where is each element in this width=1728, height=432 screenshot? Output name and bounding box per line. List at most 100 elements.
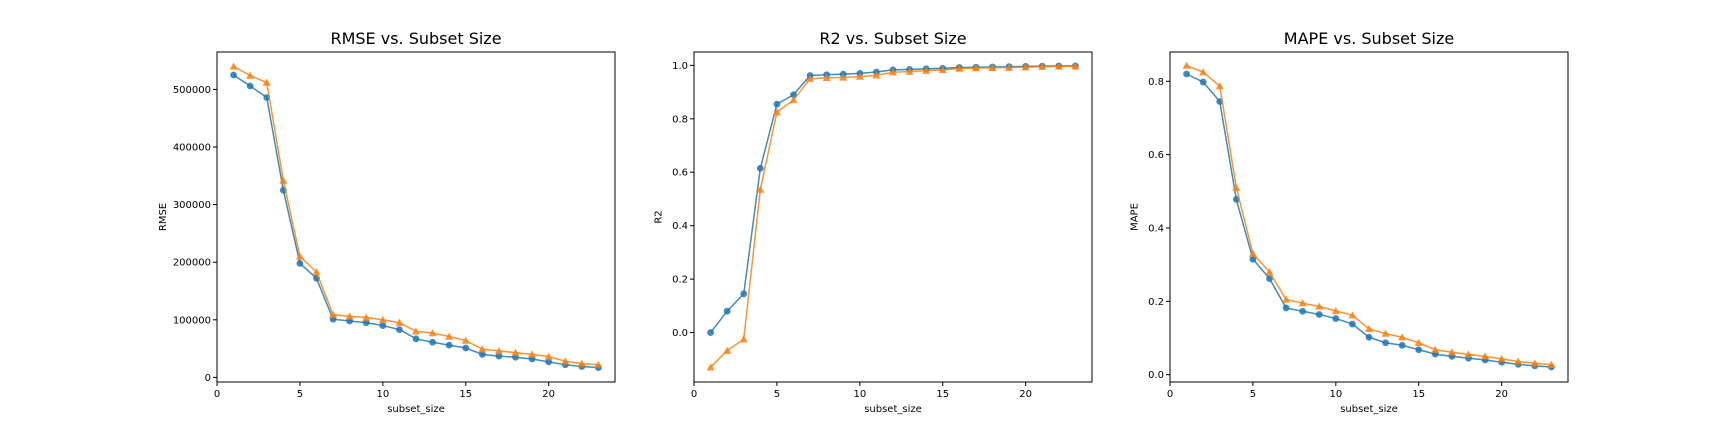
chart-title: MAPE vs. Subset Size (1284, 29, 1454, 48)
series-2-point (889, 68, 897, 76)
series-1-point (1415, 346, 1423, 354)
series-2-point (544, 352, 553, 360)
y-tick-label: 0.4 (1148, 224, 1164, 235)
series-1-point (1266, 275, 1273, 282)
series-2-point (723, 346, 732, 354)
x-tick-label: 20 (1495, 389, 1508, 400)
y-tick-label: 0 (205, 373, 211, 384)
series-2-point (1381, 329, 1390, 337)
chart-title: R2 vs. Subset Size (819, 29, 966, 48)
series-2-point (511, 348, 520, 356)
series-1-point (412, 335, 420, 343)
plot-area-frame (693, 51, 1093, 383)
chart-1: RMSE vs. Subset Size 0 5 10 15 20 0 100000 20000… (158, 29, 616, 415)
series-2-point (412, 327, 420, 335)
series-2-point (922, 66, 931, 74)
plot-area-frame (1169, 51, 1569, 383)
x-axis-label: subset_size (387, 404, 445, 415)
y-tick-label: 0.0 (1148, 370, 1164, 381)
series-2-point (1005, 63, 1014, 71)
series-2-point (806, 74, 815, 82)
series-2-point (1447, 348, 1456, 356)
series-1-point (230, 71, 237, 79)
series-2-point (1348, 311, 1357, 319)
series-2-point (1215, 82, 1224, 90)
series-2-point (461, 336, 470, 344)
x-tick-label: 5 (774, 389, 780, 400)
series-2-point (1248, 249, 1257, 257)
series-1-point (1349, 320, 1356, 328)
series-2-point (1038, 62, 1047, 70)
series-1-point (396, 326, 403, 333)
series-2-point (971, 64, 980, 72)
series-2-point (839, 73, 848, 81)
series-1-point (1315, 311, 1323, 318)
y-tick-label: 0.6 (672, 168, 688, 179)
series-2-point (577, 359, 586, 367)
chart-3: MAPE vs. Subset Size 0 5 10 15 20 0.0 0.2 0.4 0.6… (1129, 29, 1569, 415)
y-tick-label: 400000 (173, 143, 211, 154)
series-2-point (938, 65, 947, 74)
series-2-point (445, 332, 454, 340)
series-1-point (362, 319, 370, 327)
series-2-point (329, 310, 338, 318)
series-2-point (1054, 62, 1063, 70)
series-2-point (789, 96, 798, 104)
series-1-point (1398, 341, 1406, 349)
series-2-point (955, 64, 964, 72)
series-2-point (528, 350, 537, 358)
series-1-point (707, 329, 714, 336)
series-1-point (740, 290, 748, 298)
series-2-point (1315, 302, 1324, 310)
y-tick-label: 0.6 (1148, 150, 1164, 161)
series-2-point (1331, 306, 1340, 315)
series-1-point (773, 100, 781, 108)
series-2-point (478, 345, 487, 353)
plot-area-frame (216, 51, 616, 383)
x-tick-label: 15 (1412, 389, 1425, 400)
x-tick-label: 0 (214, 389, 220, 400)
series-2-point (739, 335, 748, 343)
series-1-point (495, 352, 503, 360)
x-axis-label: subset_size (1340, 404, 1398, 415)
series-1-point (246, 82, 254, 90)
series-2-point (561, 357, 570, 365)
series-1-point (429, 338, 436, 346)
series-2-point (772, 108, 781, 116)
series-2-point (988, 63, 997, 71)
series-2-point (1431, 345, 1440, 353)
series-2-point (822, 73, 831, 82)
y-tick-label: 0.2 (1148, 297, 1164, 308)
series-2-point (594, 360, 603, 368)
series-1-point (296, 259, 304, 267)
y-tick-label: 0.0 (672, 328, 688, 339)
series-2-point (494, 346, 503, 355)
series-1-point (790, 91, 797, 99)
series-1-point (1299, 307, 1307, 315)
series-2-point (345, 312, 354, 320)
series-2-point (1414, 338, 1423, 346)
series-1-point (478, 350, 486, 358)
series-1-point (1332, 315, 1340, 322)
series-2-point (1365, 324, 1373, 333)
series-2-point (362, 313, 371, 321)
series-2-point (1547, 360, 1556, 368)
y-tick-label: 500000 (173, 85, 211, 96)
y-tick-label: 300000 (173, 200, 211, 211)
y-tick-label: 0.2 (672, 275, 688, 286)
series-2-point (246, 71, 255, 79)
y-axis-label: MAPE (1129, 203, 1140, 231)
series-2-point (395, 318, 404, 326)
chart-title: RMSE vs. Subset Size (330, 29, 501, 48)
series-1-point (1249, 255, 1257, 263)
series-2-point (1199, 68, 1208, 76)
y-tick-label: 0.8 (672, 114, 688, 125)
series-2-point (706, 363, 715, 371)
series-1-point (379, 322, 387, 329)
series-1-point (545, 358, 553, 366)
series-2-point (1464, 350, 1473, 358)
series-2-point (1071, 62, 1080, 70)
x-tick-label: 10 (376, 389, 389, 400)
